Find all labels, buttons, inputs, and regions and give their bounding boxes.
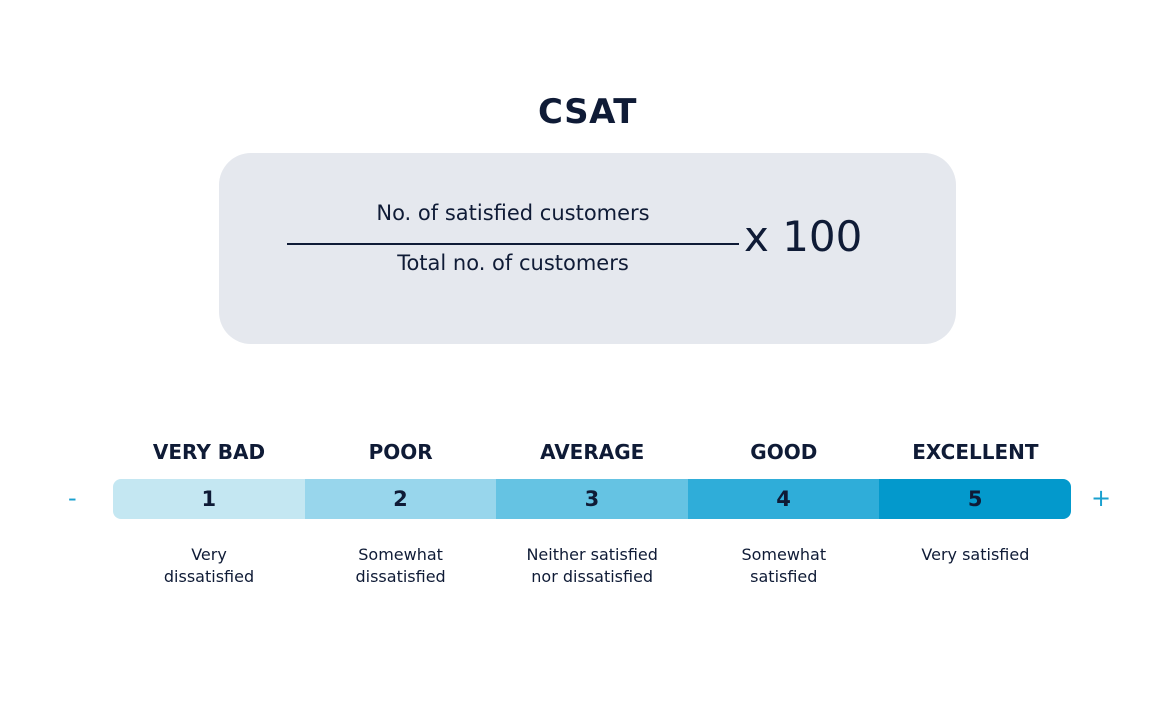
scale-description-2: Somewhat dissatisfied [305,544,497,588]
formula-numerator: No. of satisfied customers [376,201,650,225]
description-line: Neither satisfied [526,545,658,564]
minus-sign: - [68,484,77,512]
description-line: Somewhat [741,545,827,564]
formula-multiplier: x 100 [744,212,863,261]
scale-segment-5: 5 [879,479,1071,519]
fraction-line [287,243,739,245]
scale-segment-4: 4 [687,479,880,519]
description-line: satisfied [750,567,818,586]
scale-label-4: GOOD [750,440,818,464]
scale-label-3: AVERAGE [540,440,645,464]
scale-label-5: EXCELLENT [912,440,1039,464]
rating-scale-bar: 1 2 3 4 5 [113,479,1071,519]
formula-denominator: Total no. of customers [397,251,629,275]
scale-segment-1: 1 [113,479,305,519]
formula-box [219,153,956,344]
description-line: Very satisfied [921,545,1030,564]
scale-label-1: VERY BAD [152,440,266,464]
scale-label-2: POOR [368,440,433,464]
plus-sign: + [1091,484,1112,512]
scale-description-4: Somewhat satisfied [688,544,880,588]
description-line: Somewhat [358,545,443,564]
description-line: Very [191,545,227,564]
description-line: dissatisfied [163,567,255,586]
scale-description-5: Very satisfied [879,544,1071,566]
description-line: dissatisfied [355,567,446,586]
description-line: nor dissatisfied [531,567,654,586]
scale-description-3: Neither satisfied nor dissatisfied [496,544,688,588]
page-title: CSAT [538,92,637,132]
scale-segment-3: 3 [496,479,688,519]
scale-description-1: Very dissatisfied [113,544,305,588]
scale-segment-2: 2 [304,479,497,519]
